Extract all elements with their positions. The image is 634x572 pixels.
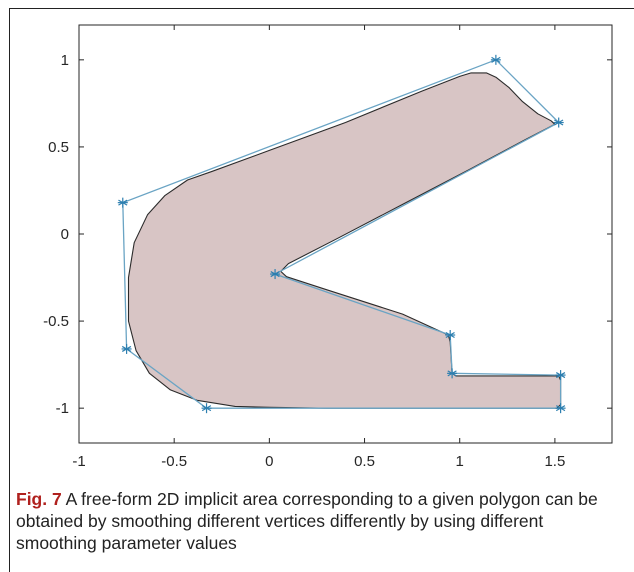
figure-caption: Fig. 7 A free-form 2D implicit area corr… (16, 488, 626, 554)
vertex-marker (490, 54, 501, 65)
x-tick-label: 1 (456, 453, 464, 470)
vertex-marker-layer (117, 54, 566, 414)
y-tick-label: -1 (56, 400, 69, 417)
vertex-marker (555, 370, 566, 381)
vertex-marker (121, 343, 132, 354)
caption-label: Fig. 7 (16, 489, 62, 509)
y-tick-label: 0 (61, 226, 69, 243)
vertex-marker (553, 117, 564, 128)
y-tick-label: 0.5 (48, 139, 69, 156)
x-tick-label: -0.5 (161, 453, 187, 470)
y-tick-label: -0.5 (43, 313, 69, 330)
x-tick-label: 0.5 (354, 453, 375, 470)
vertex-marker (445, 330, 456, 341)
chart: -1 -0.5 0 0.5 1 1.5 -1 -0.5 0 0.5 1 (43, 24, 613, 470)
x-tick-label: -1 (72, 453, 85, 470)
vertex-marker (447, 368, 458, 379)
vertex-marker (270, 269, 281, 280)
x-tick-label: 0 (265, 453, 273, 470)
x-axis-ticks: -1 -0.5 0 0.5 1 1.5 (72, 25, 565, 470)
vertex-marker (117, 197, 128, 208)
y-axis-ticks: -1 -0.5 0 0.5 1 (43, 52, 612, 417)
x-tick-label: 1.5 (544, 453, 565, 470)
y-tick-label: 1 (61, 52, 69, 69)
vertex-marker (555, 403, 566, 414)
caption-text: A free-form 2D implicit area correspondi… (16, 489, 598, 553)
vertex-marker (201, 403, 212, 414)
frame-top-rule (9, 8, 634, 9)
frame-left-rule (9, 8, 10, 572)
